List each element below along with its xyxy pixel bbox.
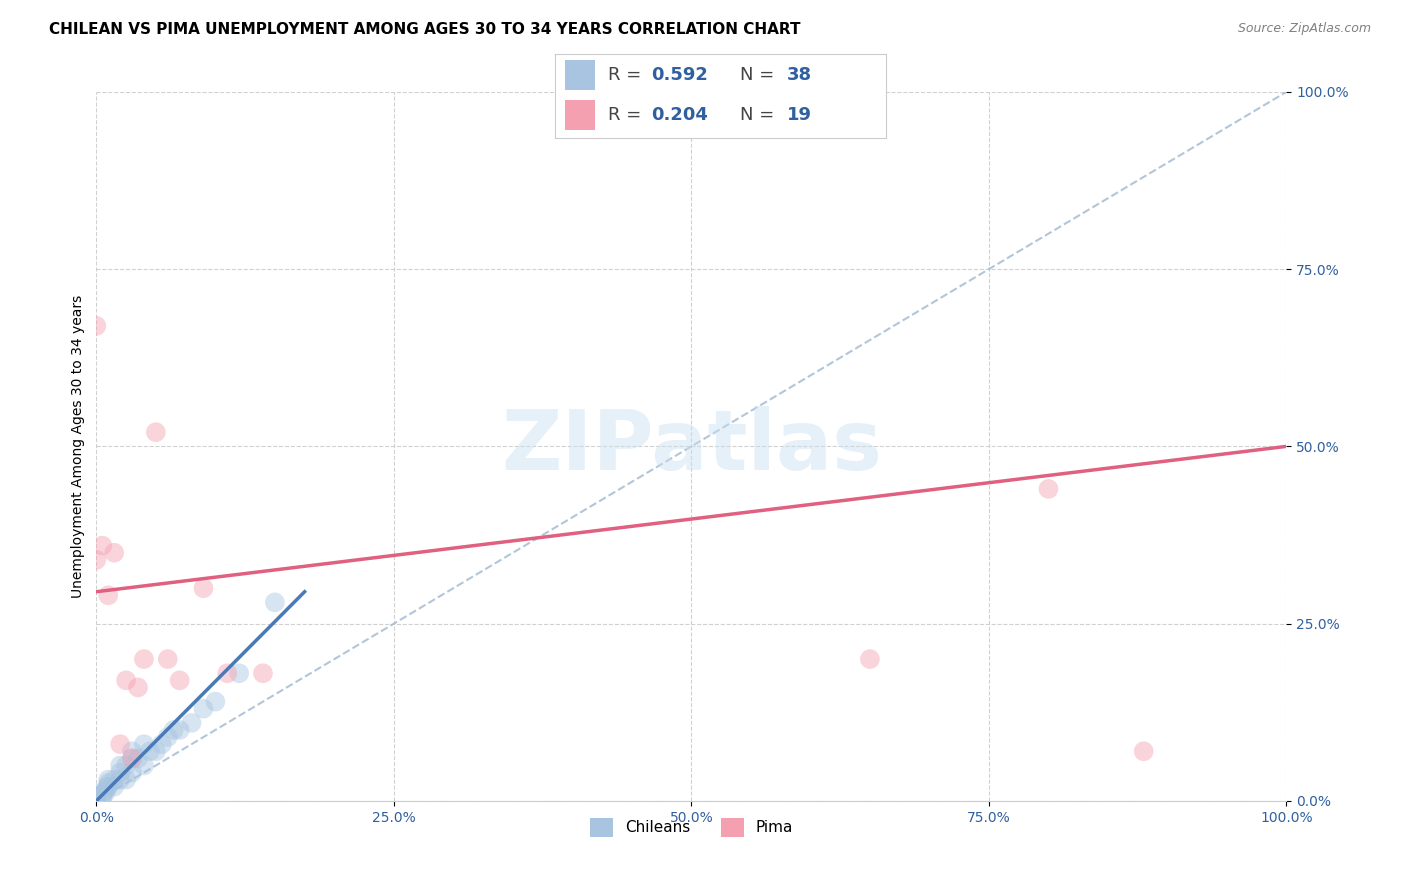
Point — [263, 595, 285, 609]
Point — [97, 588, 120, 602]
Point — [204, 695, 226, 709]
Point — [156, 730, 179, 744]
Point — [145, 425, 167, 440]
Text: ZIPatlas: ZIPatlas — [501, 406, 882, 487]
Text: R =: R = — [609, 106, 647, 124]
Point — [86, 794, 108, 808]
Point — [193, 702, 215, 716]
Point — [103, 772, 125, 787]
Point — [108, 772, 131, 787]
Point — [132, 758, 155, 772]
Point — [97, 780, 120, 794]
Point — [132, 652, 155, 666]
Legend: Chileans, Pima: Chileans, Pima — [583, 812, 799, 843]
Text: R =: R = — [609, 66, 647, 84]
Text: Source: ZipAtlas.com: Source: ZipAtlas.com — [1237, 22, 1371, 36]
Point — [115, 673, 138, 688]
Bar — [565, 100, 595, 130]
Text: 0.204: 0.204 — [651, 106, 709, 124]
Point — [97, 776, 120, 790]
Point — [91, 790, 114, 805]
Point — [121, 751, 143, 765]
Point — [145, 744, 167, 758]
Point — [193, 581, 215, 595]
Point — [859, 652, 882, 666]
Point — [103, 780, 125, 794]
Point — [103, 546, 125, 560]
Point — [91, 539, 114, 553]
Point — [169, 723, 191, 737]
Point — [252, 666, 274, 681]
Point — [86, 789, 108, 803]
Point — [228, 666, 250, 681]
Point — [108, 765, 131, 780]
Point — [115, 772, 138, 787]
Point — [86, 787, 108, 801]
Point — [681, 85, 703, 99]
Y-axis label: Unemployment Among Ages 30 to 34 years: Unemployment Among Ages 30 to 34 years — [72, 294, 86, 598]
Point — [150, 737, 173, 751]
Point — [139, 744, 162, 758]
Point — [93, 787, 115, 801]
Point — [132, 737, 155, 751]
Point — [1038, 482, 1060, 496]
Point — [121, 765, 143, 780]
Point — [108, 758, 131, 772]
Point — [180, 715, 202, 730]
Text: 38: 38 — [787, 66, 811, 84]
Point — [115, 758, 138, 772]
Point — [86, 318, 108, 333]
Point — [108, 737, 131, 751]
Point — [86, 553, 108, 567]
Point — [91, 788, 114, 802]
Point — [86, 794, 108, 808]
Point — [169, 673, 191, 688]
Text: N =: N = — [741, 66, 780, 84]
Point — [94, 783, 117, 797]
Point — [121, 744, 143, 758]
Point — [1132, 744, 1154, 758]
Text: 0.592: 0.592 — [651, 66, 709, 84]
Point — [127, 751, 149, 765]
Point — [127, 681, 149, 695]
Text: N =: N = — [741, 106, 780, 124]
Point — [163, 723, 186, 737]
Point — [96, 780, 118, 794]
Point — [86, 790, 108, 805]
Bar — [565, 61, 595, 90]
Point — [97, 772, 120, 787]
Point — [156, 652, 179, 666]
Point — [217, 666, 239, 681]
Text: 19: 19 — [787, 106, 811, 124]
Text: CHILEAN VS PIMA UNEMPLOYMENT AMONG AGES 30 TO 34 YEARS CORRELATION CHART: CHILEAN VS PIMA UNEMPLOYMENT AMONG AGES … — [49, 22, 800, 37]
Point — [121, 751, 143, 765]
